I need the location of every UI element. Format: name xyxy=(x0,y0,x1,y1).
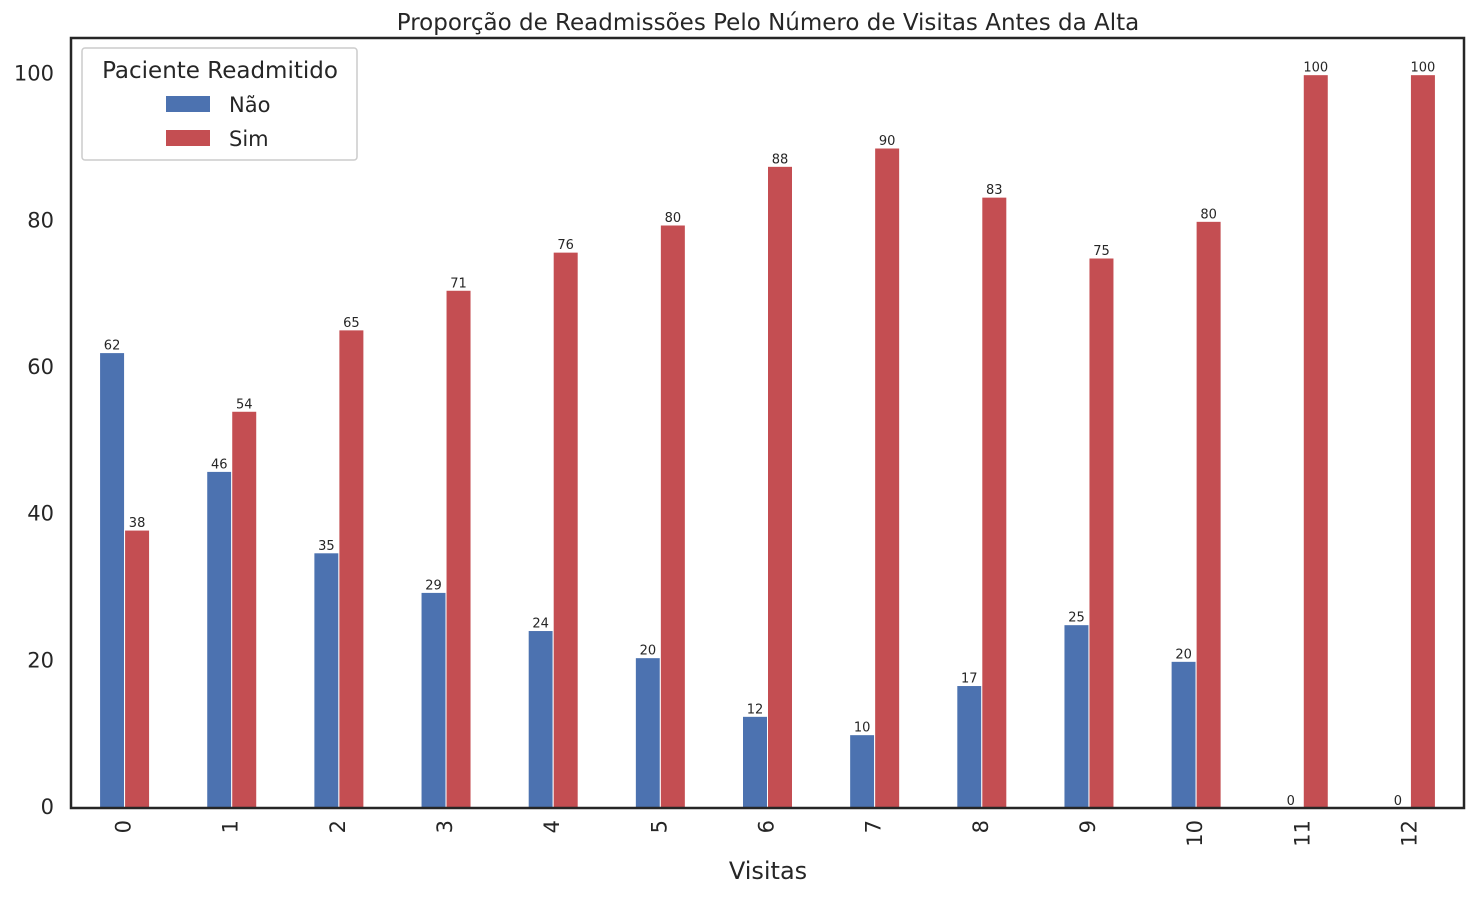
x-tick-label-12: 12 xyxy=(1397,820,1421,847)
x-tick-label-4: 4 xyxy=(540,820,564,833)
bar-sim-6 xyxy=(767,165,793,809)
bar-label-sim-3: 71 xyxy=(450,276,467,291)
bar-label-nao-10: 20 xyxy=(1175,647,1192,662)
bar-sim-4 xyxy=(552,251,579,809)
bar-label-nao-6: 12 xyxy=(747,702,764,717)
x-tick-label-1: 1 xyxy=(219,820,243,833)
legend-label-sim: Sim xyxy=(229,127,269,151)
bar-label-nao-11: 0 xyxy=(1287,794,1295,809)
bar-nao-10 xyxy=(1170,660,1197,809)
y-tick-label-0: 0 xyxy=(41,795,54,819)
bars-layer xyxy=(99,74,1436,809)
x-axis-label: Visitas xyxy=(729,857,807,885)
y-tick-label-80: 80 xyxy=(27,208,54,232)
y-tick-label-60: 60 xyxy=(27,355,54,379)
legend-swatch-nao xyxy=(166,96,210,112)
y-axis: 0 20 40 60 80 100 xyxy=(14,62,54,819)
x-tick-label-5: 5 xyxy=(647,820,671,833)
bar-label-sim-6: 88 xyxy=(772,152,789,167)
bar-label-sim-5: 80 xyxy=(665,211,682,226)
bar-label-nao-9: 25 xyxy=(1068,611,1085,626)
legend-label-nao: Não xyxy=(229,93,270,117)
bar-labels-layer: 62 38 46 54 35 65 29 71 24 76 20 80 12 88 10 90 17 83 25 75… xyxy=(104,61,1436,809)
x-tick-label-11: 11 xyxy=(1290,820,1314,847)
bar-nao-5 xyxy=(634,657,661,809)
bar-label-sim-8: 83 xyxy=(986,183,1003,198)
bar-label-nao-1: 46 xyxy=(211,457,228,472)
bar-label-sim-10: 80 xyxy=(1200,207,1217,222)
bar-nao-1 xyxy=(206,470,233,809)
bar-label-sim-7: 90 xyxy=(879,134,896,149)
bar-label-sim-11: 100 xyxy=(1303,61,1328,76)
x-tick-label-9: 9 xyxy=(1076,820,1100,833)
legend-box xyxy=(81,47,358,161)
bar-sim-7 xyxy=(874,147,901,809)
legend: Paciente Readmitido Não Sim xyxy=(81,47,358,161)
legend-title: Paciente Readmitido xyxy=(102,58,338,84)
bar-sim-11 xyxy=(1302,74,1329,809)
bar-label-nao-8: 17 xyxy=(961,672,978,687)
bar-label-sim-9: 75 xyxy=(1093,244,1110,259)
bar-sim-0 xyxy=(124,529,151,809)
bar-nao-9 xyxy=(1063,624,1090,809)
bar-sim-3 xyxy=(445,289,472,809)
x-tick-label-2: 2 xyxy=(326,820,350,833)
bar-label-nao-3: 29 xyxy=(425,578,442,593)
bar-sim-10 xyxy=(1195,220,1222,809)
bar-label-nao-4: 24 xyxy=(532,617,549,632)
bar-sim-5 xyxy=(659,224,686,809)
bar-sim-2 xyxy=(338,329,365,809)
bar-sim-1 xyxy=(231,410,258,809)
chart-title: Proporção de Readmissões Pelo Número de … xyxy=(397,10,1139,36)
x-tick-label-10: 10 xyxy=(1183,820,1207,847)
legend-swatch-sim xyxy=(166,130,210,146)
bar-label-nao-5: 20 xyxy=(640,644,657,659)
bar-label-nao-0: 62 xyxy=(104,339,121,354)
y-tick-label-40: 40 xyxy=(27,502,54,526)
x-axis: 0 1 2 3 4 5 6 7 8 9 10 11 12 xyxy=(112,820,1422,847)
bar-nao-0 xyxy=(99,352,126,809)
bar-label-sim-0: 38 xyxy=(129,516,146,531)
y-tick-label-100: 100 xyxy=(14,62,54,86)
bar-label-sim-12: 100 xyxy=(1411,61,1436,76)
bar-sim-9 xyxy=(1088,257,1115,809)
plot-frame xyxy=(69,36,1466,810)
bar-label-sim-2: 65 xyxy=(343,316,360,331)
bar-nao-4 xyxy=(527,630,554,809)
bar-nao-6 xyxy=(742,715,768,809)
x-tick-label-6: 6 xyxy=(755,820,779,833)
x-tick-label-0: 0 xyxy=(112,820,136,833)
x-tick-label-8: 8 xyxy=(969,820,993,833)
bar-nao-8 xyxy=(956,685,983,809)
x-tick-label-3: 3 xyxy=(433,820,457,833)
bar-nao-2 xyxy=(313,552,340,809)
bar-sim-8 xyxy=(981,196,1008,809)
bar-label-sim-1: 54 xyxy=(236,397,253,412)
y-tick-label-20: 20 xyxy=(27,648,54,672)
x-tick-label-7: 7 xyxy=(862,820,886,833)
bar-label-sim-4: 76 xyxy=(557,238,574,253)
bar-nao-7 xyxy=(849,734,876,809)
bar-label-nao-2: 35 xyxy=(318,539,335,554)
bar-nao-3 xyxy=(420,591,447,809)
bar-label-nao-12: 0 xyxy=(1394,794,1402,809)
bar-sim-12 xyxy=(1409,74,1436,809)
bar-label-nao-7: 10 xyxy=(854,721,871,736)
